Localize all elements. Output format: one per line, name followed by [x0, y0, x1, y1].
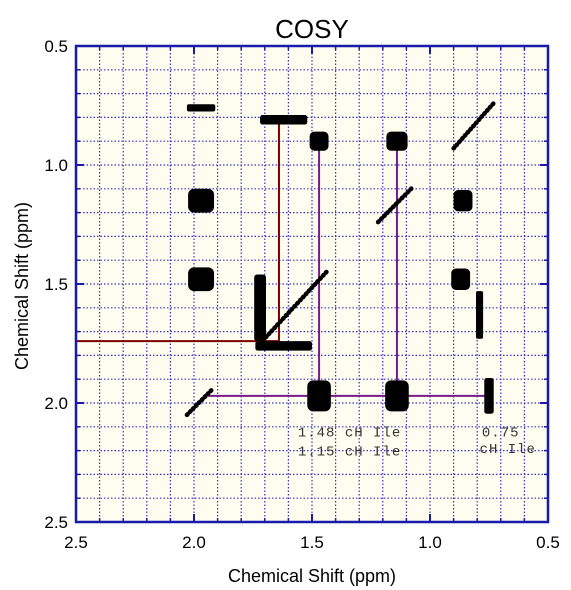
cross-peak: [260, 115, 308, 125]
cross-peak: [309, 131, 329, 151]
x-tick-label: 2.5: [64, 533, 88, 552]
y-tick-label: 2.0: [44, 394, 68, 413]
cross-peak: [386, 131, 408, 151]
annotation-label: cH Ile: [480, 442, 536, 458]
y-tick-label: 0.5: [44, 37, 68, 56]
annotation-label: 1.48 cH Ile: [298, 425, 401, 441]
x-tick-label: 1.5: [300, 533, 324, 552]
x-tick-label: 0.5: [536, 533, 560, 552]
cross-peak: [476, 291, 484, 339]
diagonal-peaks: [184, 100, 496, 418]
diagonal-peak: [375, 184, 416, 225]
cross-peak: [255, 341, 312, 351]
diagonal-peak: [257, 267, 331, 346]
annotation-label: 1.15 cH Ile: [298, 444, 401, 460]
cross-peak: [484, 378, 494, 414]
x-axis-label: Chemical Shift (ppm): [228, 566, 396, 586]
guide-lines: [76, 122, 489, 397]
chart-title: COSY: [275, 14, 349, 44]
cross-peak: [385, 380, 409, 412]
cross-peak: [254, 274, 266, 342]
cross-peak: [188, 267, 215, 292]
axis-ticks: 2.5 2.0 1.5 1.0 0.5 0.5 1.0 1.5 2.0 2.5: [44, 37, 559, 552]
y-tick-label: 1.5: [44, 275, 68, 294]
cross-peak: [453, 189, 473, 212]
diagonal-peak: [451, 100, 496, 151]
y-tick-label: 1.0: [44, 156, 68, 175]
cross-peak: [451, 268, 471, 290]
cross-peak: [186, 104, 216, 112]
annotation-label: 0.75: [482, 425, 520, 441]
x-tick-label: 2.0: [182, 533, 206, 552]
y-tick-label: 2.5: [44, 513, 68, 532]
x-tick-label: 1.0: [418, 533, 442, 552]
diagonal-peak: [184, 386, 216, 418]
cross-peak: [307, 380, 331, 412]
cross-peak: [188, 188, 215, 213]
y-axis-label: Chemical Shift (ppm): [12, 202, 32, 370]
cross-peaks: [186, 104, 494, 414]
